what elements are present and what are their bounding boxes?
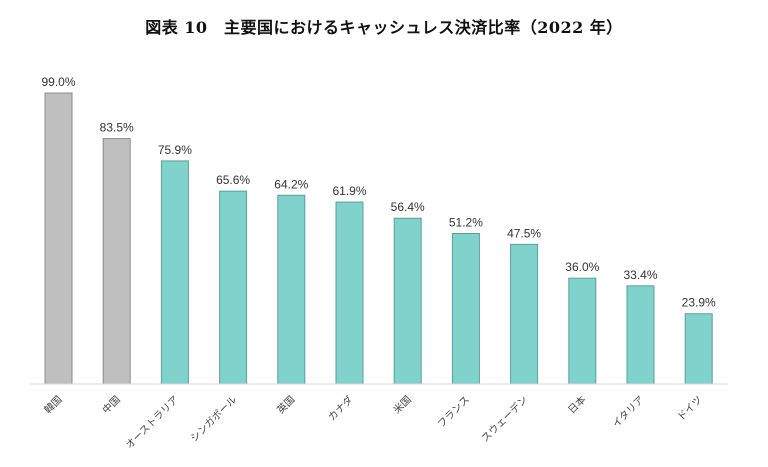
data-label-2: 75.9% — [158, 143, 192, 157]
bar-8 — [510, 243, 539, 385]
bar-2 — [160, 160, 189, 385]
bar-4 — [277, 194, 306, 385]
data-label-7: 51.2% — [449, 216, 483, 230]
data-label-9: 36.0% — [565, 260, 599, 274]
x-tick-label-8: スウェーデン — [479, 393, 531, 445]
bar-3 — [219, 190, 248, 385]
data-label-10: 33.4% — [623, 268, 657, 282]
data-label-4: 64.2% — [274, 177, 308, 191]
bar-6 — [393, 217, 422, 385]
bar-7 — [451, 233, 480, 385]
x-tick-label-1: 中国 — [99, 393, 122, 416]
data-label-3: 65.6% — [216, 173, 250, 187]
data-label-5: 61.9% — [332, 184, 366, 198]
data-label-1: 83.5% — [100, 121, 134, 135]
x-tick-label-5: カナダ — [325, 393, 355, 423]
data-labels-group: 99.0% 83.5% 75.9% 65.6% 64.2% 61.9% 56.4% 51.2%… — [41, 75, 716, 310]
x-tick-label-10: イタリア — [610, 394, 646, 430]
bar-9 — [568, 277, 597, 385]
chart-title: 図表 10 主要国におけるキャッシュレス決済比率（2022 年） — [145, 18, 623, 37]
bar-1 — [102, 138, 131, 385]
bars-group — [44, 92, 713, 385]
bar-5 — [335, 201, 364, 385]
x-tick-label-7: フランス — [435, 394, 472, 431]
x-tick-label-9: 日本 — [565, 393, 588, 416]
data-label-0: 99.0% — [41, 75, 75, 89]
x-tick-label-6: 米国 — [390, 393, 413, 416]
bar-0 — [44, 92, 73, 385]
bar-10 — [626, 285, 655, 385]
data-label-6: 56.4% — [391, 200, 425, 214]
x-tick-labels-group: 韓国 中国 オーストラリア シンガポール 英国 カナダ 米国 フランス スウェーデン 日本 イタリア… — [42, 393, 705, 451]
x-tick-label-2: オーストラリア — [123, 394, 181, 452]
x-tick-label-3: シンガポール — [188, 394, 239, 445]
data-label-11: 23.9% — [682, 296, 716, 310]
data-label-8: 47.5% — [507, 226, 541, 240]
x-tick-label-11: ドイツ — [676, 394, 705, 423]
x-tick-label-0: 韓国 — [42, 394, 65, 417]
x-tick-label-4: 英国 — [274, 393, 297, 416]
bar-11 — [684, 313, 713, 385]
